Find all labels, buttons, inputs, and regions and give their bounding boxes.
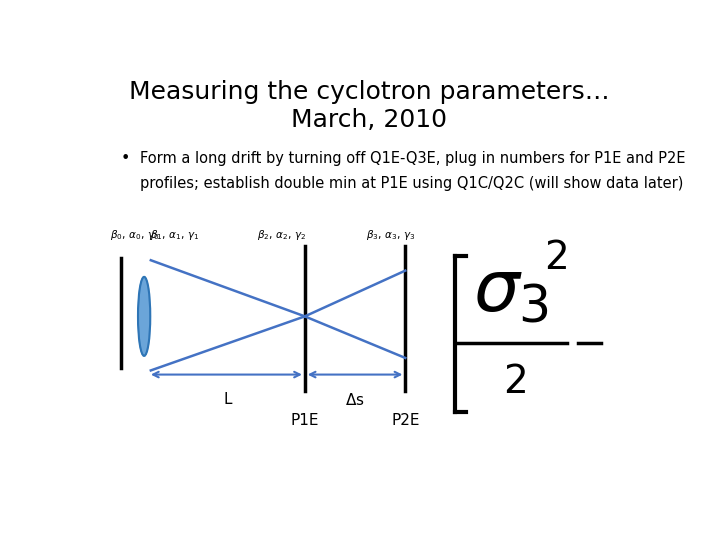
Text: $2$: $2$ [544, 240, 567, 276]
Text: $\beta_1,\,\alpha_1,\,\gamma_1$: $\beta_1,\,\alpha_1,\,\gamma_1$ [150, 227, 199, 241]
Text: P2E: P2E [391, 413, 420, 428]
Text: •: • [121, 151, 130, 166]
Text: $\Delta$s: $\Delta$s [345, 392, 365, 408]
Text: Form a long drift by turning off Q1E-Q3E, plug in numbers for P1E and P2E: Form a long drift by turning off Q1E-Q3E… [140, 151, 685, 166]
Text: $\beta_3,\,\alpha_3,\,\gamma_3$: $\beta_3,\,\alpha_3,\,\gamma_3$ [366, 227, 415, 241]
Text: Measuring the cyclotron parameters…: Measuring the cyclotron parameters… [129, 80, 609, 104]
Text: $\beta_2,\,\alpha_2,\,\gamma_2$: $\beta_2,\,\alpha_2,\,\gamma_2$ [258, 227, 307, 241]
Text: profiles; establish double min at P1E using Q1C/Q2C (will show data later): profiles; establish double min at P1E us… [140, 176, 683, 191]
Text: $\sigma_3$: $\sigma_3$ [473, 256, 549, 327]
Text: L: L [224, 392, 232, 407]
Ellipse shape [138, 277, 150, 356]
Text: March, 2010: March, 2010 [291, 107, 447, 132]
Text: $2$: $2$ [503, 364, 526, 401]
Text: $\beta_0,\,\alpha_0,\,\gamma_0$: $\beta_0,\,\alpha_0,\,\gamma_0$ [109, 227, 159, 241]
Text: P1E: P1E [291, 413, 319, 428]
